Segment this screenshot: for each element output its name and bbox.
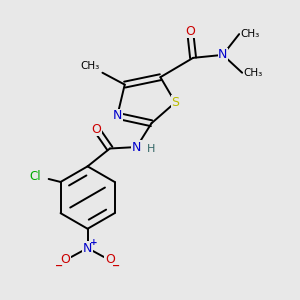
- Text: −: −: [55, 261, 63, 271]
- Text: −: −: [112, 261, 120, 271]
- Text: CH₃: CH₃: [80, 61, 100, 71]
- Text: S: S: [171, 96, 179, 109]
- Text: +: +: [90, 238, 98, 247]
- Text: H: H: [147, 143, 155, 154]
- Text: N: N: [132, 140, 141, 154]
- Text: Cl: Cl: [30, 169, 41, 182]
- Text: O: O: [105, 254, 115, 266]
- Text: O: O: [92, 123, 101, 136]
- Text: N: N: [83, 242, 92, 255]
- Text: N: N: [218, 48, 227, 62]
- Text: O: O: [185, 25, 195, 38]
- Text: CH₃: CH₃: [244, 68, 263, 78]
- Text: N: N: [112, 109, 122, 122]
- Text: O: O: [60, 254, 70, 266]
- Text: CH₃: CH₃: [241, 29, 260, 39]
